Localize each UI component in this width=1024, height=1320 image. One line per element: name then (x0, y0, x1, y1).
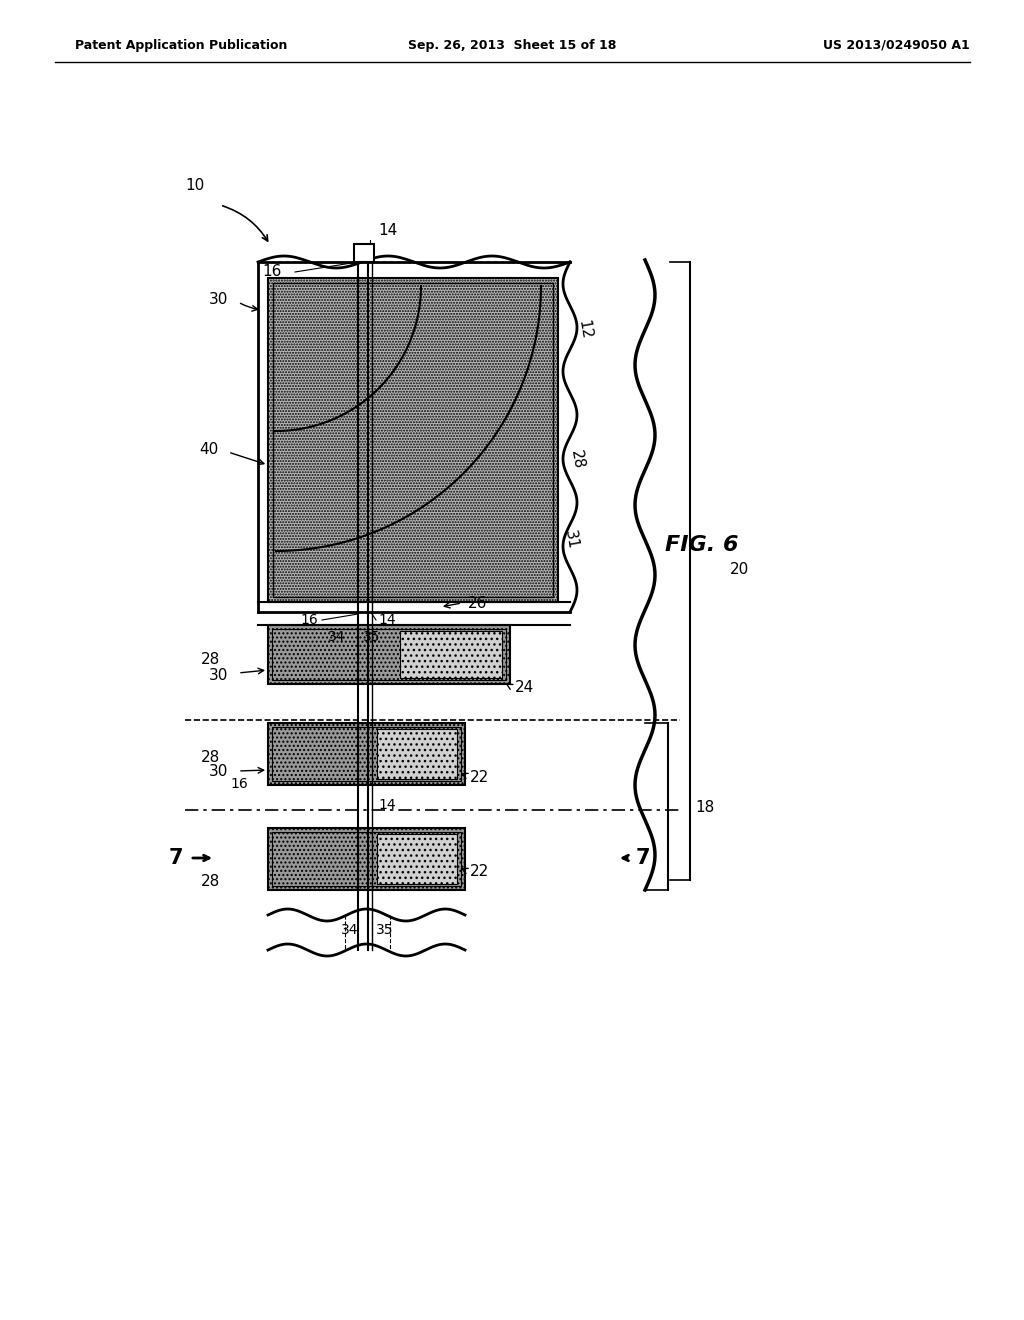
Bar (268, 624, 510, 684)
Text: 35: 35 (364, 630, 381, 644)
Bar (272, 832, 461, 886)
Text: 10: 10 (185, 177, 205, 193)
Text: 28: 28 (568, 449, 586, 471)
Text: 14: 14 (378, 799, 395, 812)
Text: 22: 22 (470, 770, 489, 784)
Text: $\mathbf{7}$: $\mathbf{7}$ (635, 847, 650, 869)
Text: 34: 34 (329, 630, 346, 644)
Bar (377, 729, 457, 779)
Text: 28: 28 (201, 874, 220, 890)
Text: 18: 18 (695, 800, 715, 814)
Text: 16: 16 (300, 612, 318, 627)
Text: 30: 30 (209, 668, 228, 682)
Text: 30: 30 (209, 764, 228, 780)
Text: US 2013/0249050 A1: US 2013/0249050 A1 (823, 38, 970, 51)
Text: 35: 35 (376, 923, 394, 937)
Text: Patent Application Publication: Patent Application Publication (75, 38, 288, 51)
Bar (377, 834, 457, 884)
Text: FIG. 6: FIG. 6 (665, 535, 738, 554)
Text: 22: 22 (470, 865, 489, 879)
Text: 31: 31 (562, 529, 581, 550)
Text: 26: 26 (468, 595, 487, 610)
Text: 40: 40 (199, 442, 218, 458)
Text: $\mathbf{7}$: $\mathbf{7}$ (168, 847, 183, 869)
Text: 24: 24 (515, 681, 535, 696)
Bar (272, 630, 506, 680)
Text: 20: 20 (730, 562, 750, 578)
Bar (273, 282, 553, 597)
Bar (354, 244, 374, 261)
Bar (268, 279, 558, 602)
Text: 14: 14 (378, 612, 395, 627)
Text: 34: 34 (341, 923, 358, 937)
Text: 28: 28 (201, 652, 220, 668)
Bar (272, 727, 461, 781)
Text: 28: 28 (201, 751, 220, 766)
Text: 16: 16 (262, 264, 282, 280)
Text: 14: 14 (378, 223, 397, 238)
Text: Sep. 26, 2013  Sheet 15 of 18: Sep. 26, 2013 Sheet 15 of 18 (408, 38, 616, 51)
Text: 16: 16 (230, 777, 248, 791)
Bar (400, 631, 502, 678)
Text: 12: 12 (575, 319, 593, 341)
Bar (268, 828, 465, 890)
Bar (268, 723, 465, 785)
Text: 30: 30 (209, 293, 228, 308)
